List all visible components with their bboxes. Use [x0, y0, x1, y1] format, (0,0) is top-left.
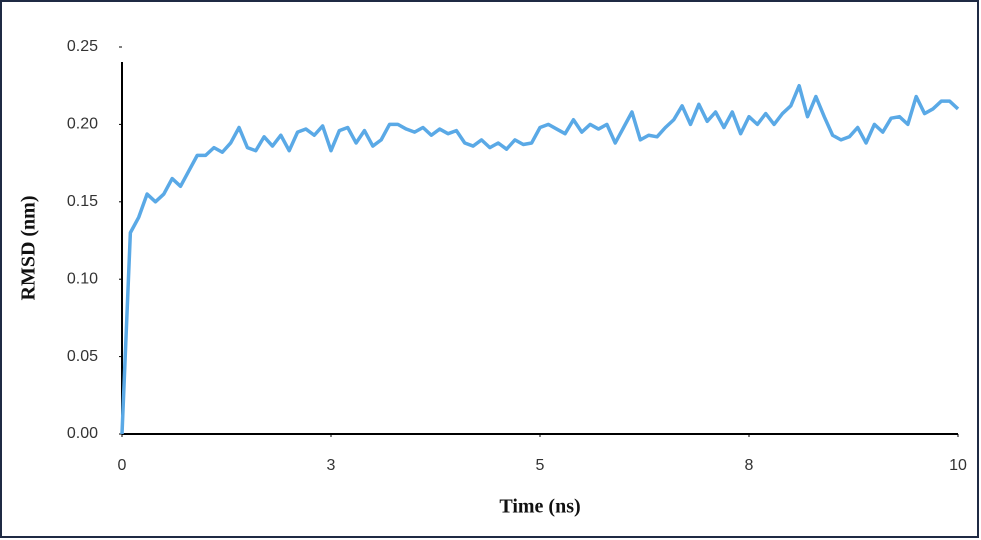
- y-tick-label: 0.20: [67, 116, 98, 133]
- x-tick-label: 5: [536, 457, 545, 474]
- x-tick-label: 8: [745, 457, 754, 474]
- x-tick-label: 0: [118, 457, 127, 474]
- x-tick-label: 10: [949, 457, 967, 474]
- y-tick-label: 0.15: [67, 193, 98, 210]
- y-tick-label: 0.00: [67, 425, 98, 442]
- line: [120, 83, 960, 435]
- x-axis-title: Time (ns): [499, 496, 580, 518]
- x-tick-label: 3: [327, 457, 336, 474]
- y-axis-title: RMSD (nm): [18, 196, 40, 301]
- y-tick-label: 0.25: [67, 38, 98, 55]
- y-tick-label: 0.10: [67, 270, 98, 287]
- y-tick-label: 0.05: [67, 348, 98, 365]
